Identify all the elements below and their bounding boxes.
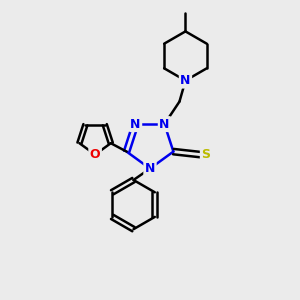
Text: N: N [159, 118, 170, 130]
Text: N: N [130, 118, 141, 130]
Text: S: S [201, 148, 210, 161]
Text: N: N [145, 162, 155, 175]
Text: N: N [180, 74, 190, 87]
Text: O: O [90, 148, 101, 161]
